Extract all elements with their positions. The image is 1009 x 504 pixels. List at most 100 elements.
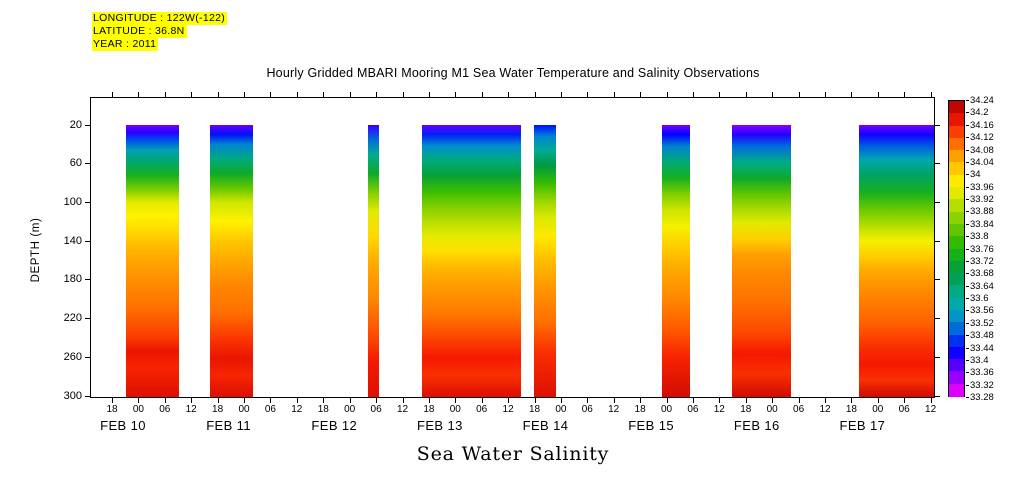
x-axis-date-label: FEB 11 xyxy=(206,418,251,433)
y-axis-tick-label: 260 xyxy=(63,350,82,363)
x-axis-tick xyxy=(508,398,510,403)
colorbar-segment xyxy=(949,297,964,311)
x-axis-tick xyxy=(851,398,853,403)
x-axis-date-label: FEB 15 xyxy=(628,418,674,433)
x-axis-tick-label: 00 xyxy=(132,404,144,415)
x-axis-tick-label: 06 xyxy=(687,404,699,415)
x-axis-tick xyxy=(164,398,166,403)
longitude-label: LONGITUDE : 122W(-122) xyxy=(92,12,228,25)
salinity-data-band xyxy=(661,125,691,397)
x-axis-tick-label: 12 xyxy=(819,404,831,415)
colorbar-segment xyxy=(949,346,964,360)
colorbar-tick xyxy=(966,248,969,250)
colorbar-tick xyxy=(966,273,969,275)
colorbar-tick-label: 33.44 xyxy=(970,342,994,354)
x-axis-tick xyxy=(798,398,800,403)
x-axis-tick-label: 00 xyxy=(660,404,673,415)
x-axis-tick xyxy=(930,398,932,403)
colorbar-segment xyxy=(949,150,964,164)
x-axis-tick-label: 18 xyxy=(317,404,329,415)
colorbar-segment xyxy=(949,383,964,397)
colorbar-segment xyxy=(949,101,964,114)
colorbar-segment xyxy=(949,322,964,336)
colorbar-tick-label: 34.24 xyxy=(970,95,994,106)
salinity-data-band xyxy=(534,125,557,397)
colorbar-tick-label: 33.64 xyxy=(970,280,994,292)
y-axis-tick xyxy=(935,124,940,126)
x-axis-tick xyxy=(217,398,219,403)
x-axis-tick-label: 06 xyxy=(476,404,488,415)
x-axis-tick-label: 12 xyxy=(185,404,197,415)
colorbar-tick xyxy=(966,310,969,312)
colorbar-tick xyxy=(966,298,969,299)
x-axis-tick-label: 18 xyxy=(423,404,435,415)
x-axis-tick xyxy=(428,398,430,403)
colorbar-tick xyxy=(966,236,969,238)
x-axis-date-label: FEB 12 xyxy=(311,418,358,433)
x-axis-tick-label: 12 xyxy=(713,404,725,415)
x-axis-tick-label: 12 xyxy=(925,404,937,415)
colorbar-tick-label: 33.36 xyxy=(970,367,994,379)
colorbar-tick-label: 33.4 xyxy=(970,354,989,366)
y-axis-tick-label: 300 xyxy=(63,389,82,402)
x-axis-tick xyxy=(587,398,589,403)
x-axis-tick-label: 12 xyxy=(608,404,620,415)
y-axis-tick xyxy=(935,240,940,242)
latitude-label: LATITUDE : 36.8N xyxy=(92,25,187,38)
colorbar-tick-label: 33.8 xyxy=(970,231,989,243)
colorbar-tick-label: 33.52 xyxy=(970,317,994,329)
colorbar-tick-label: 33.84 xyxy=(970,218,994,230)
colorbar-tick xyxy=(966,260,969,262)
x-axis-tick xyxy=(825,398,826,403)
x-axis-tick-label: 06 xyxy=(159,404,171,415)
colorbar-tick xyxy=(966,161,969,163)
x-axis-tick xyxy=(481,398,483,403)
colorbar-tick xyxy=(966,335,969,337)
colorbar-segment xyxy=(949,187,964,200)
x-axis-tick xyxy=(376,398,378,403)
x-axis-tick xyxy=(877,398,879,403)
colorbar-tick xyxy=(966,174,969,176)
x-axis-tick-label: 00 xyxy=(344,404,356,415)
y-axis-tick-label: 140 xyxy=(63,234,82,247)
x-axis-tick xyxy=(138,398,140,403)
colorbar-tick-label: 34.12 xyxy=(970,132,994,144)
x-axis-tick xyxy=(666,398,668,403)
x-axis-tick-label: 18 xyxy=(528,404,541,415)
colorbar-tick xyxy=(966,149,969,151)
colorbar-segment xyxy=(949,223,964,237)
colorbar-tick-label: 33.88 xyxy=(970,206,994,218)
colorbar-segment xyxy=(949,162,964,176)
colorbar-tick-label: 33.56 xyxy=(970,305,994,317)
colorbar-tick xyxy=(966,186,969,188)
x-axis-tick-label: 06 xyxy=(793,404,805,415)
y-axis-title: DEPTH (m) xyxy=(30,217,42,283)
x-axis-tick xyxy=(534,398,536,403)
salinity-data-band xyxy=(859,125,934,397)
plot-area xyxy=(90,97,935,398)
x-axis-tick xyxy=(772,398,774,403)
salinity-data-band xyxy=(367,125,379,397)
colorbar-segment xyxy=(949,260,964,274)
x-axis-tick-label: 18 xyxy=(845,404,857,415)
x-axis-tick-label: 18 xyxy=(212,404,224,415)
y-axis-tick-label: 100 xyxy=(63,196,82,208)
y-axis-tick xyxy=(935,318,940,320)
colorbar-tick-label: 33.32 xyxy=(970,379,994,391)
x-axis-tick-label: 06 xyxy=(264,404,276,415)
x-axis-tick xyxy=(904,398,906,403)
x-axis-tick-label: 00 xyxy=(872,404,884,415)
colorbar-tick xyxy=(966,100,969,101)
x-axis-date-label: FEB 10 xyxy=(100,418,146,433)
colorbar-segment xyxy=(949,359,964,372)
colorbar-tick xyxy=(966,372,969,374)
colorbar-tick-label: 33.76 xyxy=(970,243,994,255)
y-axis-tick xyxy=(935,395,940,397)
colorbar-tick-label: 34.04 xyxy=(970,156,994,168)
colorbar-segment xyxy=(949,309,964,323)
x-axis-tick-label: 12 xyxy=(291,404,303,415)
x-axis-tick xyxy=(244,398,245,403)
colorbar-tick-label: 33.48 xyxy=(970,330,994,342)
chart-title: Hourly Gridded MBARI Mooring M1 Sea Wate… xyxy=(266,66,760,80)
x-axis-date-label: FEB 17 xyxy=(839,418,886,433)
